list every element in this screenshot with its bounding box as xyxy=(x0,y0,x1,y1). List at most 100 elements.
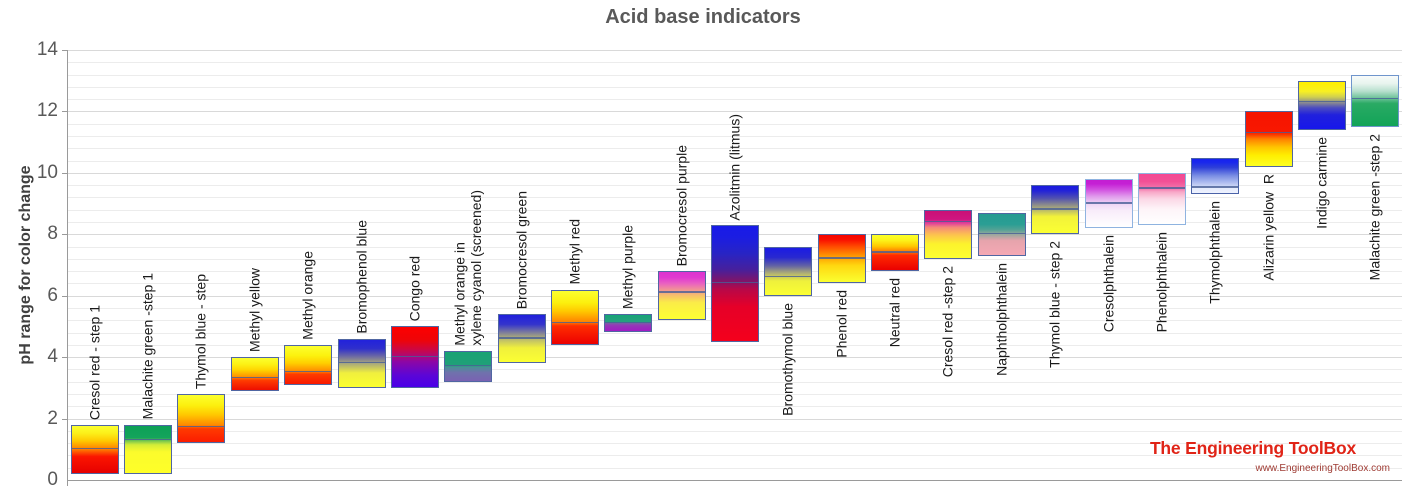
grid-line xyxy=(68,369,1402,371)
logo-text: The Engineering ToolBox xyxy=(1149,438,1356,458)
indicator-bar xyxy=(124,424,172,474)
bar-divider-line xyxy=(712,281,758,284)
indicator-bar xyxy=(1137,172,1186,226)
grid-line xyxy=(68,381,1402,383)
indicator-label: Bromocresol green xyxy=(513,190,530,310)
grid-line xyxy=(68,74,1402,76)
grid-line xyxy=(68,394,1402,395)
bar-divider-line xyxy=(818,257,865,259)
indicator-bar xyxy=(924,209,973,259)
bar-divider-line xyxy=(765,275,812,278)
indicator-label: Methyl purple xyxy=(620,225,637,310)
bar-divider-line xyxy=(1138,187,1185,189)
indicator-bar xyxy=(444,351,493,382)
indicator-label: Cresol red -step 2 xyxy=(940,265,957,378)
bar-divider-line xyxy=(285,370,332,373)
grid-line xyxy=(68,467,1402,469)
indicator-label: Cresol red - step 1 xyxy=(86,304,103,420)
indicator-label: Alizarin yellow R xyxy=(1260,173,1277,281)
grid-line xyxy=(68,418,1402,420)
grid-line xyxy=(68,172,1402,174)
indicator-label: Phenolphthalein xyxy=(1153,232,1170,333)
indicator-bar xyxy=(390,326,439,388)
grid-line xyxy=(68,50,1402,51)
y-axis-tick xyxy=(62,111,68,113)
grid-line xyxy=(68,430,1402,432)
bar-divider-line xyxy=(231,376,278,379)
x-axis-tick xyxy=(67,480,68,486)
indicator-bar xyxy=(1191,157,1240,195)
indicator-label: Thymol blue - step xyxy=(193,273,210,389)
bar-divider-line xyxy=(1245,131,1292,134)
y-tick-label: 8 xyxy=(47,223,58,245)
bar-divider-line xyxy=(605,321,652,324)
indicator-bar xyxy=(337,338,386,388)
indicator-bar xyxy=(871,234,920,272)
indicator-label: Methyl orange xyxy=(299,251,316,340)
y-tick-label: 14 xyxy=(36,39,58,60)
y-tick-label: 4 xyxy=(47,346,58,368)
indicator-label: Bromophenol blue xyxy=(353,220,370,334)
indicator-bar xyxy=(497,314,546,364)
y-axis-line xyxy=(67,50,68,481)
grid-line xyxy=(68,222,1402,223)
bar-divider-line xyxy=(1085,202,1132,204)
indicator-bar xyxy=(657,271,706,321)
bar-divider-line xyxy=(1352,97,1399,100)
grid-line xyxy=(68,185,1402,187)
indicator-bar xyxy=(1351,74,1400,127)
grid-line xyxy=(68,160,1402,162)
indicator-label: Methyl red xyxy=(566,219,583,285)
indicator-label: Naphtholphthalein xyxy=(993,262,1010,376)
indicator-label: Malachite green -step 1 xyxy=(139,273,156,420)
indicator-bar xyxy=(284,344,333,385)
indicator-bar xyxy=(977,212,1026,256)
engineering-toolbox-logo: The Engineering ToolBox xyxy=(1150,438,1356,459)
y-axis-tick xyxy=(62,50,68,51)
indicator-label: Bromocresol purple xyxy=(673,144,690,267)
bar-divider-line xyxy=(658,291,705,293)
grid-line xyxy=(68,86,1402,88)
indicator-label: Methyl orange in xylene cyanol (screened… xyxy=(451,190,485,346)
grid-line xyxy=(68,136,1402,137)
grid-line xyxy=(68,209,1402,211)
bar-divider-line xyxy=(498,337,545,339)
bar-divider-line xyxy=(872,251,919,253)
chart-title: Acid base indicators xyxy=(605,6,801,28)
bar-divider-line xyxy=(178,425,225,428)
y-axis-tick xyxy=(62,234,68,236)
bar-divider-line xyxy=(391,355,438,358)
bar-divider-line xyxy=(445,364,492,367)
y-tick-label: 2 xyxy=(47,407,58,429)
bar-divider-line xyxy=(925,220,972,223)
indicator-bar xyxy=(1031,185,1080,235)
indicator-label: Azolitmin (litmus) xyxy=(726,113,743,221)
y-tick-label: 10 xyxy=(36,161,58,183)
indicator-bar xyxy=(817,234,866,284)
indicator-bar xyxy=(1244,111,1293,167)
grid-line xyxy=(68,62,1402,64)
x-axis-line xyxy=(67,480,1402,481)
grid-line xyxy=(68,99,1402,101)
y-tick-label: 6 xyxy=(47,284,58,306)
indicator-bar xyxy=(764,246,813,296)
indicator-bar xyxy=(177,394,226,444)
logo-url-text: www.EngineeringToolBox.com xyxy=(1255,463,1390,474)
indicator-bar xyxy=(230,357,279,391)
bar-divider-line xyxy=(71,447,118,450)
bar-divider-line xyxy=(1299,100,1345,103)
indicator-bar xyxy=(604,314,653,333)
grid-line xyxy=(68,148,1402,150)
bar-divider-line xyxy=(551,321,598,324)
bar-divider-line xyxy=(338,361,385,364)
indicator-bar xyxy=(550,289,599,345)
indicator-label: Neutral red xyxy=(886,278,903,348)
indicator-label: Malachite green -step 2 xyxy=(1367,133,1384,281)
grid-line xyxy=(68,123,1402,125)
indicator-bar xyxy=(711,225,759,342)
y-axis-tick xyxy=(62,357,68,359)
y-axis-tick xyxy=(62,418,68,420)
y-tick-label: 12 xyxy=(36,100,58,122)
